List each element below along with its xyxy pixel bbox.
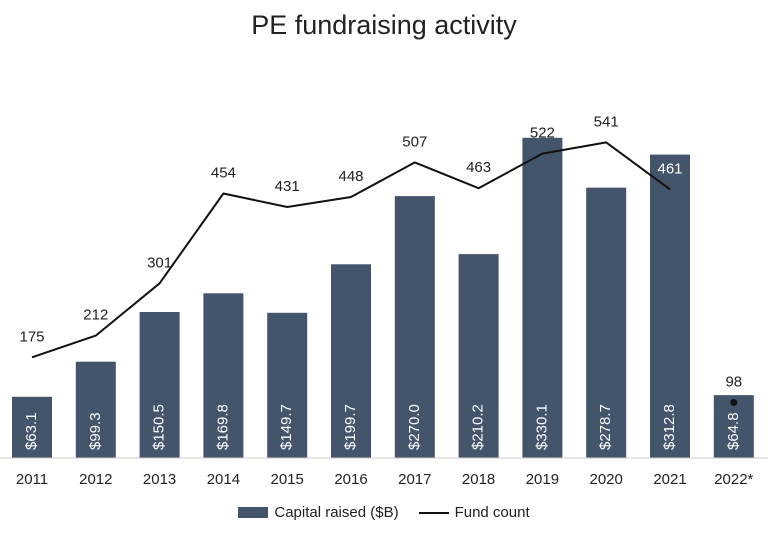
bar-2012 [75,361,116,458]
bar-label-2020: $278.7 [597,404,614,450]
chart-title: PE fundraising activity [251,10,517,40]
fund-count-label-2017: 507 [402,133,427,150]
bar-label-2017: $270.0 [406,404,423,450]
x-tick-2015: 2015 [271,471,304,488]
bar-label-2022*: $64.8 [725,412,742,450]
x-tick-2022*: 2022* [714,471,753,488]
x-tick-2018: 2018 [462,471,495,488]
bar-label-2011: $63.1 [23,412,40,450]
bar-2011 [12,396,52,458]
bar-2014 [203,293,244,458]
bar-2021 [650,154,690,459]
bar-label-2014: $169.8 [214,404,231,450]
x-tick-2013: 2013 [143,471,176,488]
fund-count-line [31,141,671,359]
bar-label-2012: $99.3 [87,412,104,450]
legend-swatch-fund-count [418,511,449,514]
bar-label-2018: $210.2 [470,404,487,450]
legend-swatch-capital [238,507,269,518]
fund-count-label-2018: 463 [466,159,491,176]
bar-2019 [522,137,563,459]
chart-svg: $63.1 $99.3 $150.5 $169.8 $149.7 $199.7 $270.0… [0,113,768,488]
legend: Capital raised ($B) Fund count [0,504,768,521]
fund-count-label-2021: 461 [657,160,682,177]
fund-count-label-2012: 212 [83,307,108,324]
x-tick-2020: 2020 [590,471,623,488]
fund-count-label-2013: 301 [147,254,172,271]
bar-label-2021: $312.8 [661,404,678,450]
bar-label-2013: $150.5 [151,404,168,450]
fund-count-label-2011: 175 [19,328,44,345]
bar-label-2016: $199.7 [342,404,359,450]
bar-2020 [586,187,627,458]
fund-count-point-2022* [730,398,738,406]
legend-item-capital: Capital raised ($B) [238,504,399,521]
fund-count-label-2016: 448 [338,168,363,185]
fund-count-line-group: 175 212 301 454 431 448 507 463 522 541 461 98 [19,113,742,406]
x-tick-2011: 2011 [16,471,48,488]
bar-2016 [331,264,371,458]
legend-item-fund-count: Fund count [418,504,530,521]
bar-2018 [458,254,499,458]
fund-count-label-2022*: 98 [725,373,742,390]
bar-label-2015: $149.7 [278,404,295,450]
bar-labels-group: $63.1 $99.3 $150.5 $169.8 $149.7 $199.7 $270.0… [23,404,742,450]
x-tick-2014: 2014 [207,471,240,488]
fund-count-label-2014: 454 [211,165,236,182]
bar-label-2019: $330.1 [533,404,550,450]
fund-count-label-2015: 431 [275,178,300,195]
bar-2013 [139,312,180,458]
fund-count-label-2019: 522 [530,125,555,142]
x-tick-2016: 2016 [334,471,367,488]
bar-2015 [267,312,308,458]
legend-label-capital: Capital raised ($B) [274,504,399,521]
legend-label-fund-count: Fund count [454,504,530,521]
x-axis-ticks: 2011 2012 2013 2014 2015 2016 2017 2018 2019 2020… [16,471,754,488]
x-tick-2017: 2017 [398,471,431,488]
bar-2017 [394,196,435,458]
bars-group [12,137,754,459]
x-tick-2019: 2019 [526,471,559,488]
fund-count-label-2020: 541 [594,113,619,130]
x-tick-2021: 2021 [653,471,686,488]
x-tick-2012: 2012 [79,471,112,488]
